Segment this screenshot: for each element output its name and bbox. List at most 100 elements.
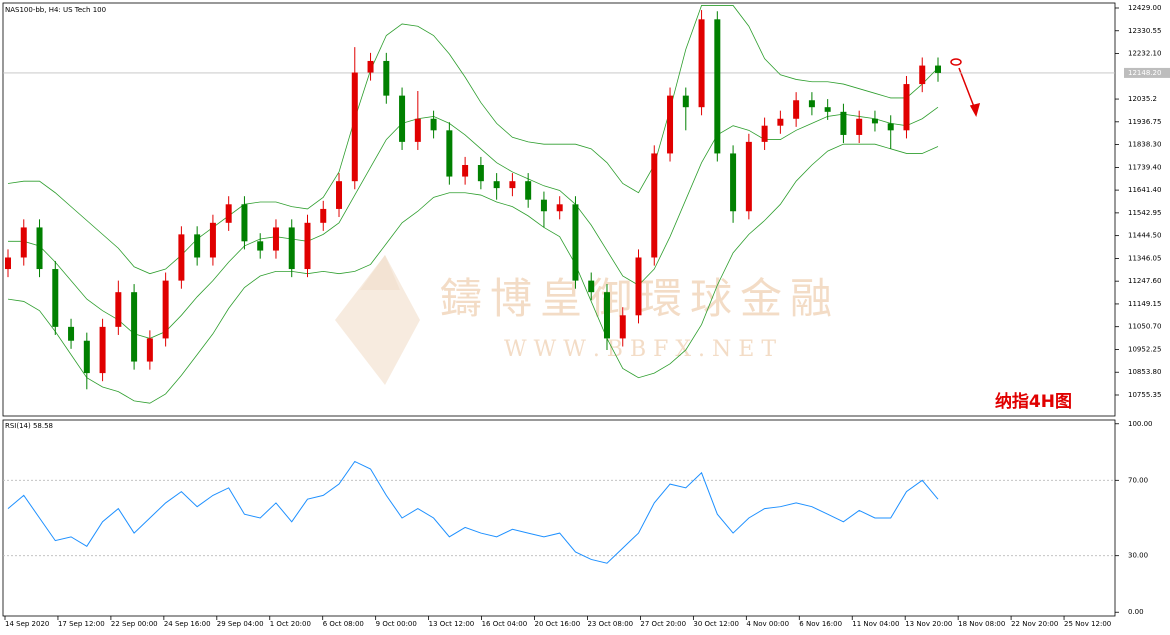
- candle-body: [556, 204, 563, 212]
- y-tick-label: 11936.75: [1128, 118, 1161, 126]
- x-tick-label: 29 Sep 04:00: [217, 620, 264, 628]
- x-tick-label: 24 Sep 16:00: [164, 620, 211, 628]
- candle-body: [5, 257, 11, 270]
- candle-body: [919, 65, 926, 85]
- candle-body: [808, 100, 815, 108]
- x-tick-label: 13 Oct 12:00: [429, 620, 475, 628]
- x-tick-label: 23 Oct 08:00: [587, 620, 633, 628]
- candle-body: [241, 204, 248, 242]
- candle-body: [619, 315, 626, 339]
- candle-body: [430, 118, 437, 131]
- chart-title: NAS100-bb, H4: US Tech 100: [5, 6, 106, 14]
- x-tick-label: 25 Nov 12:00: [1064, 620, 1111, 628]
- y-tick-label: 11444.50: [1128, 232, 1161, 240]
- candle-body: [257, 241, 264, 251]
- annotation: 纳指4H图: [995, 391, 1072, 412]
- rsi-title: RSI(14) 58.58: [5, 422, 53, 430]
- candle-body: [304, 222, 311, 270]
- x-tick-label: 18 Nov 08:00: [958, 620, 1005, 628]
- y-tick-label: 12035.2: [1128, 95, 1157, 103]
- candle-body: [714, 19, 721, 154]
- candle-body: [698, 19, 705, 108]
- candle-body: [540, 199, 547, 212]
- candle-body: [83, 340, 90, 374]
- candle-body: [477, 164, 484, 182]
- candle-body: [414, 118, 421, 142]
- y-tick-label: 12330.55: [1128, 27, 1161, 35]
- x-tick-label: 6 Nov 16:00: [799, 620, 842, 628]
- y-tick-label: 10755.35: [1128, 391, 1161, 399]
- candle-body: [351, 72, 358, 182]
- candle-body: [383, 60, 390, 96]
- candle-body: [288, 227, 295, 270]
- candle-body: [68, 326, 75, 341]
- candle-body: [131, 292, 138, 362]
- candle-body: [525, 181, 532, 200]
- candle-body: [824, 107, 831, 112]
- candle-body: [730, 153, 737, 212]
- x-tick-label: 22 Sep 00:00: [111, 620, 158, 628]
- y-tick-label: 12429.00: [1128, 4, 1161, 12]
- candle-body: [856, 118, 863, 135]
- candle-body: [840, 111, 847, 135]
- y-tick-label: 11247.60: [1128, 277, 1161, 285]
- candle-body: [336, 181, 343, 209]
- x-tick-label: 13 Nov 20:00: [905, 620, 952, 628]
- y-tick-label: 11346.05: [1128, 254, 1161, 262]
- x-tick-label: 22 Nov 20:00: [1011, 620, 1058, 628]
- y-tick-label: 11149.15: [1128, 300, 1161, 308]
- x-tick-label: 17 Sep 12:00: [58, 620, 105, 628]
- y-tick-label: 11542.95: [1128, 209, 1161, 217]
- x-tick-label: 9 Oct 00:00: [376, 620, 417, 628]
- bollinger-upper: [7, 5, 939, 275]
- candle-body: [115, 292, 122, 327]
- forecast-arrow: [950, 58, 981, 117]
- y-tick-label: 30.00: [1128, 552, 1148, 560]
- candle-body: [761, 125, 768, 142]
- y-tick-label: 10952.25: [1128, 345, 1161, 353]
- candle-body: [887, 123, 894, 131]
- x-tick-label: 6 Oct 08:00: [323, 620, 364, 628]
- candle-body: [572, 204, 579, 281]
- x-tick-label: 16 Oct 04:00: [482, 620, 528, 628]
- candle-body: [871, 118, 878, 124]
- candle-body: [745, 141, 752, 212]
- candle-body: [272, 227, 279, 251]
- y-tick-label: 11838.30: [1128, 141, 1161, 149]
- candle-body: [367, 60, 374, 73]
- x-tick-label: 20 Oct 16:00: [535, 620, 581, 628]
- watermark-url: W W W . B B F X . N E T: [504, 337, 776, 362]
- y-tick-label: 11050.70: [1128, 323, 1161, 331]
- last-price-box: [1124, 67, 1170, 78]
- candle-body: [209, 222, 216, 258]
- candle-body: [462, 164, 469, 177]
- candle-body: [36, 227, 43, 270]
- candle-body: [399, 95, 406, 142]
- x-tick-label: 27 Oct 20:00: [640, 620, 686, 628]
- candle-body: [99, 326, 106, 374]
- watermark-logo: [335, 255, 420, 385]
- candle-body: [178, 234, 185, 281]
- candle-body: [446, 130, 453, 177]
- candle-body: [935, 65, 941, 73]
- candle-body: [20, 227, 27, 258]
- candle-body: [509, 181, 516, 189]
- rsi-frame: [2, 419, 1116, 617]
- y-tick-label: 12232.10: [1128, 50, 1161, 58]
- x-tick-label: 4 Nov 00:00: [746, 620, 789, 628]
- y-tick-label: 11739.40: [1128, 163, 1161, 171]
- x-tick-label: 30 Oct 12:00: [693, 620, 739, 628]
- candle-body: [225, 204, 232, 223]
- y-tick-label: 11641.40: [1128, 186, 1161, 194]
- x-tick-label: 11 Nov 04:00: [852, 620, 899, 628]
- candle-body: [635, 257, 642, 316]
- y-tick-label: 0.00: [1128, 608, 1144, 616]
- bollinger-lower: [7, 143, 939, 404]
- y-tick-label: 10853.80: [1128, 368, 1161, 376]
- main-frame: [2, 2, 1116, 417]
- candle-body: [52, 269, 59, 327]
- candle-body: [146, 338, 153, 362]
- y-tick-label: 70.00: [1128, 476, 1148, 484]
